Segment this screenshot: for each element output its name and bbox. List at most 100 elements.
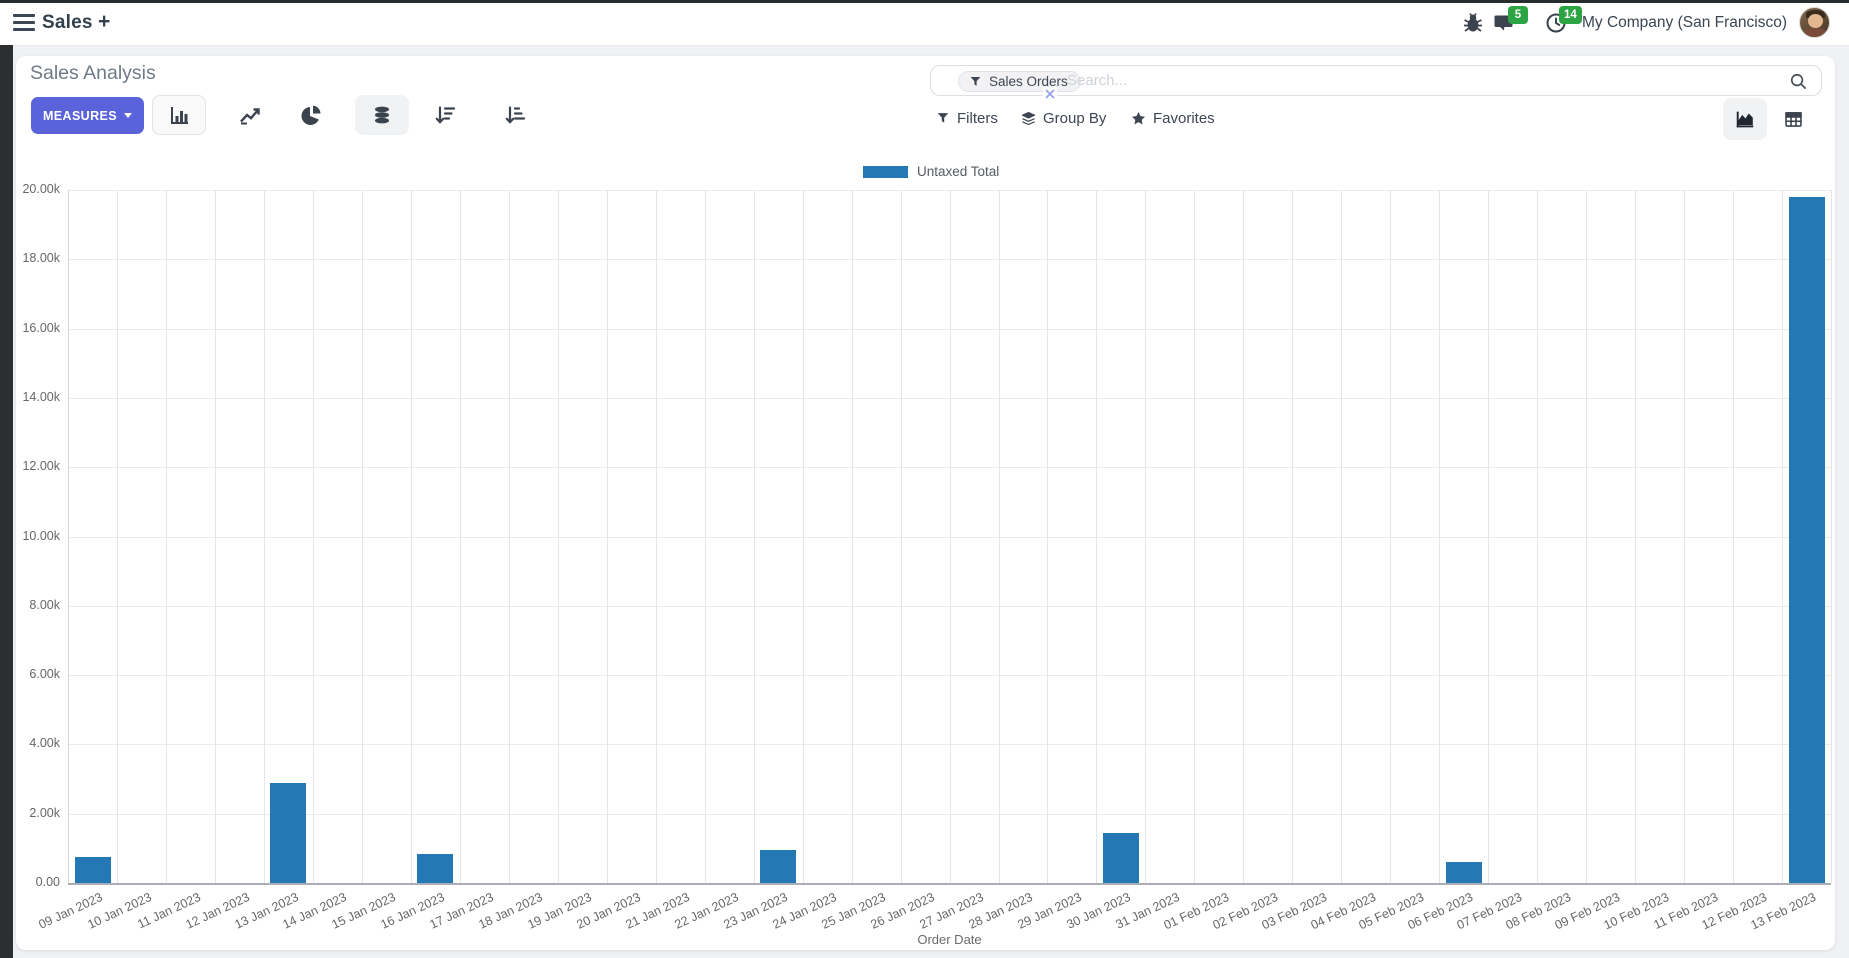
filters-button[interactable]: Filters [936, 106, 998, 130]
window-left-edge [0, 45, 13, 958]
bar[interactable] [1788, 196, 1825, 883]
sort-asc-button[interactable] [500, 100, 530, 130]
gridline-v [998, 190, 1000, 883]
gridline-v [1733, 190, 1735, 883]
page-title: Sales Analysis [30, 62, 156, 84]
pie-chart-view-button[interactable] [296, 100, 326, 130]
graph-view-button[interactable] [1723, 98, 1767, 140]
measures-button[interactable]: MEASURES [31, 97, 144, 134]
y-tick-label: 18.00k [22, 251, 60, 266]
gridline-v [1586, 190, 1588, 883]
bar[interactable] [1102, 832, 1139, 883]
x-axis-title: Order Date [917, 932, 982, 947]
gridline-v [1341, 190, 1343, 883]
gridline-v [361, 190, 363, 883]
measures-label: MEASURES [42, 108, 118, 123]
gridline-v [1390, 190, 1392, 883]
line-chart-view-button[interactable] [235, 100, 265, 130]
stacked-icon [375, 106, 389, 124]
x-axis-line [68, 883, 1831, 885]
gridline-v [1635, 190, 1637, 883]
bar[interactable] [270, 782, 307, 883]
bar[interactable] [74, 857, 111, 883]
gridline-v [1782, 190, 1783, 883]
window-top-edge [0, 0, 1849, 3]
gridline-v [557, 190, 559, 883]
gridline-v [900, 190, 902, 883]
caret-down-icon [124, 113, 133, 118]
gridline-v [1488, 190, 1490, 883]
gridline-v [312, 190, 314, 883]
y-tick-label: 2.00k [29, 805, 60, 820]
legend-swatch [863, 165, 908, 178]
gridline-v [1684, 190, 1686, 883]
y-axis-line [68, 190, 69, 883]
y-tick-label: 14.00k [22, 389, 60, 404]
gridline-v [410, 190, 412, 883]
y-tick-label: 16.00k [22, 320, 60, 335]
gridline-v [851, 190, 853, 883]
bar[interactable] [1445, 862, 1482, 883]
gridline-v [1145, 190, 1147, 883]
gridline-v [949, 190, 951, 883]
gridline-v [1292, 190, 1294, 883]
app-name[interactable]: Sales [42, 12, 93, 33]
search-facet[interactable]: Sales Orders [958, 71, 1081, 92]
search-input[interactable] [1067, 68, 1687, 93]
gridline-v [165, 190, 167, 883]
messages-badge: 5 [1508, 6, 1528, 24]
bar-chart-view-button[interactable] [152, 95, 206, 135]
legend-label: Untaxed Total [917, 164, 1000, 179]
filter-icon [970, 76, 981, 86]
favorites-button[interactable]: Favorites [1131, 106, 1215, 130]
company-menu[interactable]: My Company (San Francisco) [1581, 14, 1787, 31]
group-by-button[interactable]: Group By [1021, 106, 1106, 130]
apps-menu-icon[interactable] [13, 14, 35, 31]
bar[interactable] [760, 850, 797, 883]
search-bar: Sales Orders [930, 65, 1822, 101]
filter-icon [937, 113, 949, 123]
y-tick-label: 8.00k [29, 597, 60, 612]
y-tick-label: 0.00 [35, 875, 60, 889]
legend-item[interactable]: Untaxed Total [863, 164, 999, 179]
gridline-v [263, 190, 265, 883]
gridline-v [655, 190, 657, 883]
graph-canvas: Untaxed Total Order Date 0.00 2.00k 4.00k 6… [16, 56, 1835, 950]
gridline-v [1194, 190, 1196, 883]
search-icon[interactable] [1789, 72, 1808, 91]
favorites-icon [1131, 111, 1146, 124]
pivot-view-icon [1784, 111, 1802, 127]
gridline-v [459, 190, 461, 883]
gridline-v [117, 190, 118, 883]
gridline-v [1096, 190, 1098, 883]
gridline-v [606, 190, 608, 883]
avatar[interactable] [1799, 7, 1830, 38]
sort-desc-button[interactable] [430, 100, 460, 130]
area-chart-icon [1736, 111, 1754, 128]
pivot-view-button[interactable] [1778, 104, 1808, 134]
top-navbar: Sales + 5 14 My Company (San Francisco) [0, 0, 1849, 46]
search-facet-label: Sales Orders [989, 74, 1068, 89]
gridline-v [802, 190, 804, 883]
sort-desc-icon [435, 106, 456, 124]
activities-badge: 14 [1559, 6, 1582, 24]
content-panel: Sales Analysis MEASURES [16, 56, 1835, 950]
line-chart-icon [240, 108, 260, 125]
sort-asc-icon [505, 106, 526, 124]
y-tick-label: 4.00k [29, 736, 60, 751]
plus-icon[interactable]: + [98, 10, 111, 33]
y-tick-label: 12.00k [22, 459, 60, 474]
bug-icon[interactable] [1461, 11, 1485, 35]
gridline-v [1831, 190, 1832, 883]
bar-chart-icon [171, 107, 188, 124]
y-tick-label: 20.00k [22, 182, 60, 196]
pie-chart-icon [301, 105, 321, 125]
bar[interactable] [417, 853, 454, 883]
gridline-v [1537, 190, 1539, 883]
stacked-toggle-button[interactable] [355, 95, 409, 135]
gridline-v [1047, 190, 1049, 883]
gridline-v [1243, 190, 1245, 883]
y-tick-label: 6.00k [29, 667, 60, 682]
facet-close-icon[interactable] [1043, 87, 1057, 101]
gridline-v [214, 190, 216, 883]
